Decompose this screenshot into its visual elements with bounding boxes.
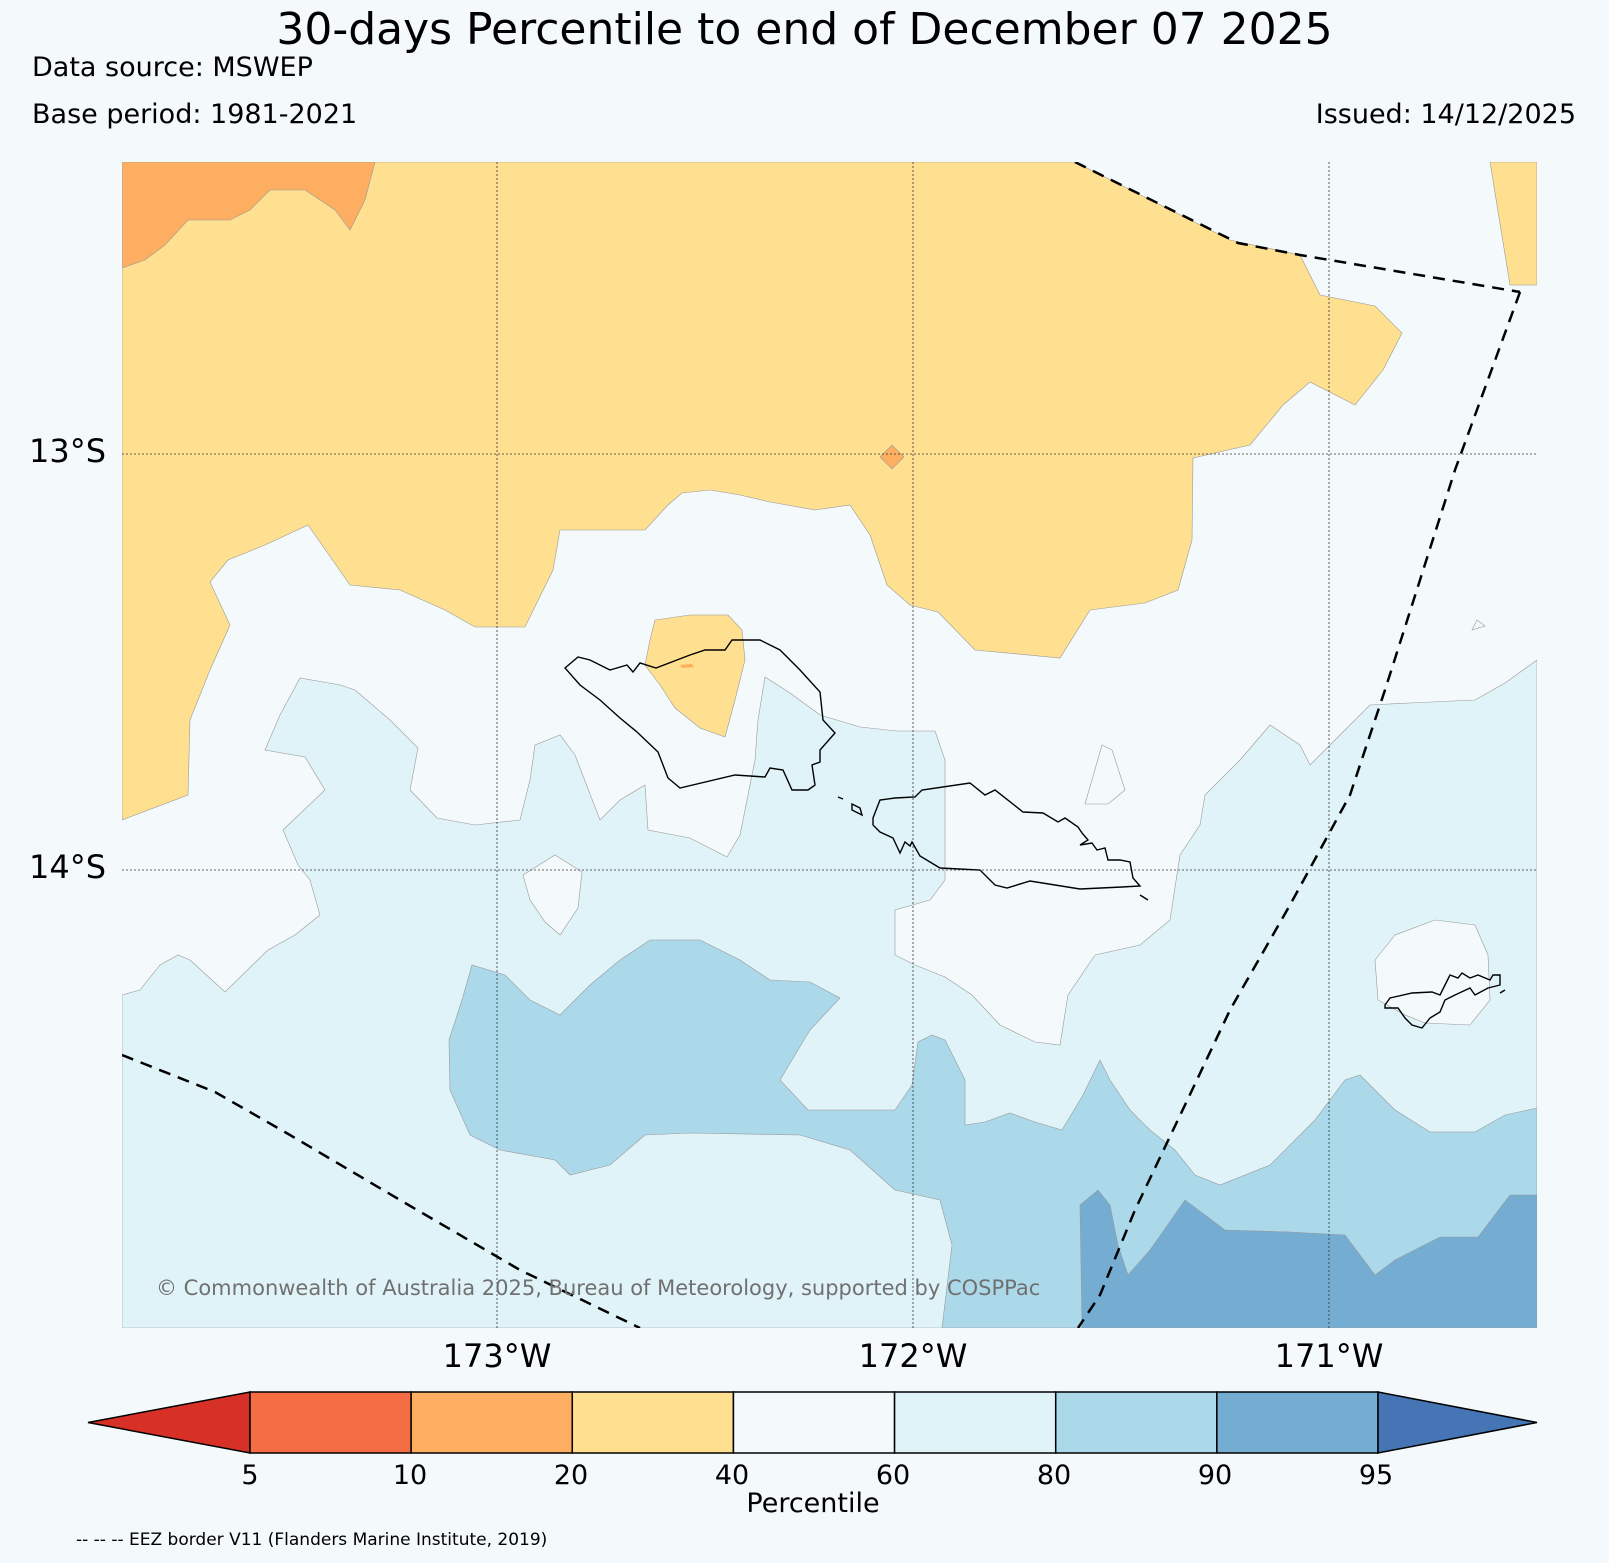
eez-footnote: -- -- -- EEZ border V11 (Flanders Marine… [76,1530,548,1550]
colorbar-tick-40: 40 [714,1460,750,1491]
colorbar-label: Percentile [746,1488,880,1519]
region-40-60-hole-middle [1084,744,1126,805]
lat-label-13s: 13°S [28,432,106,470]
apolima-islet [837,796,844,800]
eez-border-east [1076,291,1522,1328]
map-title: 30-days Percentile to end of December 07… [276,4,1333,55]
eez-border-south [122,1053,641,1328]
base-period: Base period: 1981-2021 [32,99,358,130]
region-20-40-north [122,162,1403,821]
colorbar-tick-60: 60 [875,1460,911,1491]
colorbar-tick-80: 80 [1036,1460,1072,1491]
data-source: Data source: MSWEP [32,52,313,83]
eez-border-north [1074,162,1521,294]
manono-islet [851,802,864,817]
region-10-20-northwest [122,162,376,269]
colorbar-tick-10: 10 [392,1460,428,1491]
region-40-60-hole-east [1374,919,1491,1026]
eez-border [122,162,1522,1328]
upolu-coastline [872,782,1142,890]
lon-label-172w: 172°W [858,1337,968,1375]
tutuila-coastline [1384,972,1501,1029]
region-40-60-hole-west [522,854,583,936]
upolu-tip [1139,894,1149,901]
lon-label-171w: 171°W [1274,1337,1384,1375]
region-10-20-spot [879,444,905,470]
coastlines [564,639,1506,1029]
region-10-20-savaii-spot [680,664,694,668]
savaii-coastline [564,639,836,791]
tutuila-tip [1499,989,1506,994]
colorbar-tick-95: 95 [1358,1460,1394,1491]
copyright-credit: © Commonwealth of Australia 2025, Bureau… [156,1276,1041,1300]
lon-label-173w: 173°W [442,1337,552,1375]
region-40-60-islet [1471,619,1486,631]
lat-label-14s: 14°S [28,848,106,886]
colorbar-tick-90: 90 [1197,1460,1233,1491]
colorbar-tick-5: 5 [241,1460,259,1491]
issued-date: Issued: 14/12/2025 [1315,99,1576,130]
region-20-40-northeast [1489,162,1537,286]
region-90-95-southeast [1079,1189,1537,1328]
colorbar-tick-20: 20 [553,1460,589,1491]
